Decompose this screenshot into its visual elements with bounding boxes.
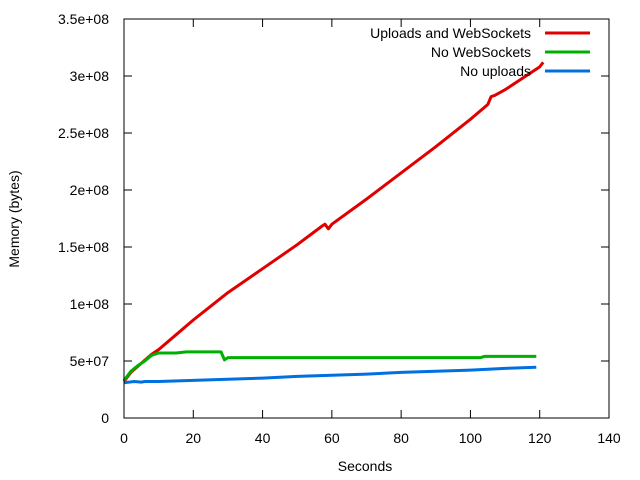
legend-label-1: Uploads and WebSockets: [370, 25, 531, 41]
x-tick-label: 20: [185, 430, 201, 446]
x-tick-label: 120: [528, 430, 552, 446]
y-tick-label: 1.5e+08: [58, 239, 109, 255]
y-tick-label: 3e+08: [70, 68, 110, 84]
x-tick-label: 40: [255, 430, 271, 446]
x-tick-label: 140: [597, 430, 621, 446]
series-line-3: [123, 365, 537, 385]
y-tick-label: 1e+08: [70, 296, 110, 312]
x-tick-label: 0: [120, 430, 128, 446]
y-axis-label: Memory (bytes): [6, 170, 22, 267]
series-line-2: [122, 350, 537, 382]
y-tick-label: 5e+07: [70, 353, 110, 369]
y-tick-label: 0: [101, 410, 109, 426]
plot-frame: [123, 18, 610, 419]
y-tick-label: 2e+08: [70, 182, 110, 198]
series-line-1: [122, 61, 545, 383]
y-tick-label: 3.5e+08: [58, 11, 109, 27]
legend: Uploads and WebSockets No WebSockets No up…: [370, 25, 590, 79]
x-tick-label: 60: [324, 430, 340, 446]
legend-label-3: No uploads: [460, 63, 531, 79]
plot-area: [122, 61, 545, 385]
x-axis-label: Seconds: [338, 458, 392, 474]
x-tick-label: 80: [393, 430, 409, 446]
x-tick-label: 100: [459, 430, 483, 446]
y-tick-label: 2.5e+08: [58, 125, 109, 141]
axis-tick-labels: 0 20 40 60 80 100 120 140 0 5e+07 1e+08 1.5e+08 2e+0…: [58, 11, 621, 446]
legend-label-2: No WebSockets: [431, 44, 531, 60]
